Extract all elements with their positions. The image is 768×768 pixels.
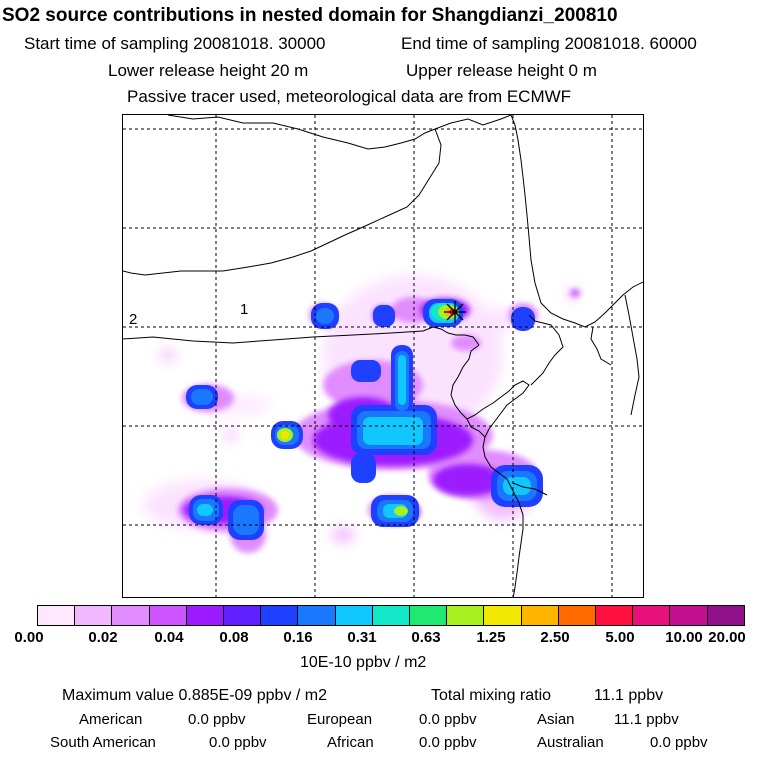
cross-star-icon <box>444 301 466 323</box>
region-value: 0.0 ppbv <box>188 711 246 728</box>
color-scale-swatch <box>558 606 597 625</box>
color-scale-swatch <box>224 606 262 625</box>
start-time-label: Start time of sampling 20081018. 30000 <box>24 34 326 53</box>
color-scale-bar <box>37 605 745 626</box>
color-scale-swatch <box>298 606 336 625</box>
tracer-note: Passive tracer used, meteorological data… <box>127 87 572 106</box>
region-value: 0.0 ppbv <box>209 734 267 751</box>
color-scale-swatch <box>372 606 411 625</box>
color-scale-tick-label: 1.25 <box>476 629 506 646</box>
color-scale-swatch <box>596 606 634 625</box>
grid-label-1: 1 <box>240 301 249 318</box>
total-mixing-ratio-value: 11.1 ppbv <box>594 687 664 704</box>
region-name: American <box>79 711 143 728</box>
units-label: 10E-10 ppbv / m2 <box>300 654 427 671</box>
color-scale-swatch <box>149 606 187 625</box>
color-scale-tick-label: 2.50 <box>540 629 570 646</box>
upper-release-height-label: Upper release height 0 m <box>406 61 597 80</box>
color-scale-swatch <box>112 606 150 625</box>
color-scale-tick-label: 0.02 <box>88 629 118 646</box>
concentration-field <box>143 275 580 553</box>
color-scale-tick-label: 0.08 <box>219 629 249 646</box>
color-scale-tick-label: 0.04 <box>154 629 184 646</box>
color-scale-tick-label: 0.63 <box>411 629 441 646</box>
color-scale-swatch <box>38 606 76 625</box>
color-scale-swatch <box>447 606 485 625</box>
region-name: Asian <box>537 711 575 728</box>
color-scale-swatch <box>521 606 559 625</box>
total-mixing-ratio-label: Total mixing ratio <box>431 687 552 704</box>
color-scale-tick-label: 0.31 <box>347 629 377 646</box>
color-scale-tick-label: 5.00 <box>605 629 635 646</box>
color-scale-tick-label: 0.00 <box>14 629 44 646</box>
region-name: African <box>327 734 374 751</box>
color-scale-swatch <box>335 606 373 625</box>
color-scale-swatch <box>707 606 744 625</box>
region-name: European <box>307 711 373 728</box>
maximum-value-label: Maximum value 0.885E-09 ppbv / m2 <box>62 687 328 704</box>
color-scale-swatch <box>410 606 448 625</box>
color-scale-swatch <box>484 606 522 625</box>
map-canvas <box>123 115 643 597</box>
coastlines-borders <box>123 115 643 597</box>
region-value: 0.0 ppbv <box>419 734 477 751</box>
color-scale-swatch <box>186 606 225 625</box>
map-panel: 1 2 <box>122 114 644 598</box>
color-scale-swatch <box>75 606 113 625</box>
color-scale-swatch <box>670 606 708 625</box>
region-value: 0.0 ppbv <box>650 734 708 751</box>
grid-label-2: 2 <box>129 311 138 328</box>
region-value: 0.0 ppbv <box>419 711 477 728</box>
color-scale-tick-label: 10.00 <box>665 629 703 646</box>
map-title: SO2 source contributions in nested domai… <box>2 5 618 26</box>
color-scale-swatch <box>261 606 299 625</box>
color-scale-tick-label: 20.00 <box>708 629 746 646</box>
region-value: 11.1 ppbv <box>614 711 679 728</box>
lower-release-height-label: Lower release height 20 m <box>108 61 309 80</box>
color-scale-tick-label: 0.16 <box>283 629 313 646</box>
color-scale-swatch <box>633 606 671 625</box>
region-name: Australian <box>537 734 604 751</box>
lat-lon-grid <box>123 115 643 597</box>
end-time-label: End time of sampling 20081018. 60000 <box>401 34 697 53</box>
region-name: South American <box>50 734 156 751</box>
